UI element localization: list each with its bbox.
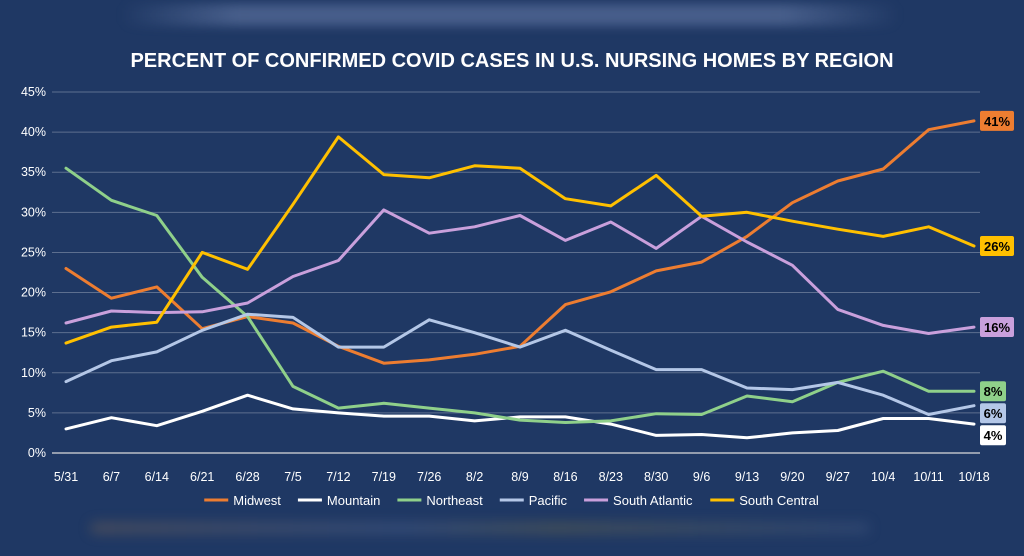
x-tick-label: 9/20 — [780, 470, 804, 484]
x-tick-label: 6/21 — [190, 470, 214, 484]
x-tick-label: 8/23 — [599, 470, 623, 484]
x-tick-label: 9/13 — [735, 470, 759, 484]
end-label-pacific: 6% — [980, 403, 1006, 424]
blurred-footer-banner — [90, 522, 870, 534]
blurred-header-banner — [120, 4, 900, 26]
series-line-pacific — [64, 312, 976, 416]
legend-item-northeast: Northeast — [397, 493, 483, 508]
end-label-badge — [980, 236, 1014, 257]
y-tick-label: 10% — [21, 366, 46, 380]
x-tick-label: 8/16 — [553, 470, 577, 484]
legend: Midwest Mountain Northeast Pacific South Atl… — [204, 493, 819, 508]
y-tick-label: 35% — [21, 165, 46, 179]
end-value-labels: 41% 26% 16% 8% 6% 4% — [980, 110, 1014, 446]
series-line-south-central — [64, 135, 976, 345]
x-tick-label: 10/11 — [913, 470, 943, 484]
series-lines — [64, 119, 976, 440]
y-tick-label: 0% — [28, 446, 46, 460]
x-tick-label: 7/26 — [417, 470, 441, 484]
chart-title: PERCENT OF CONFIRMED COVID CASES IN U.S.… — [130, 50, 893, 72]
end-label-midwest: 41% — [980, 110, 1014, 131]
y-tick-label: 40% — [21, 125, 46, 139]
end-label-south-atlantic: 16% — [980, 317, 1014, 338]
end-label-text: 8% — [984, 384, 1003, 399]
y-tick-label: 25% — [21, 245, 46, 259]
x-tick-label: 7/12 — [326, 470, 350, 484]
x-tick-label: 7/19 — [372, 470, 396, 484]
x-tick-label: 8/30 — [644, 470, 668, 484]
legend-label: Midwest — [233, 493, 281, 508]
legend-item-pacific: Pacific — [499, 493, 568, 508]
x-tick-label: 8/2 — [466, 470, 483, 484]
legend-label: South Central — [739, 493, 819, 508]
series-line-south-atlantic — [64, 208, 976, 335]
end-label-northeast: 8% — [980, 381, 1006, 402]
series-line-northeast — [64, 166, 976, 424]
end-label-badge — [980, 110, 1014, 131]
x-tick-label: 7/5 — [284, 470, 301, 484]
legend-item-midwest: Midwest — [204, 493, 281, 508]
y-tick-label: 45% — [21, 85, 46, 99]
end-label-text: 26% — [984, 239, 1010, 254]
end-label-badge — [980, 403, 1006, 424]
end-label-text: 6% — [984, 406, 1003, 421]
legend-item-south-central: South Central — [710, 493, 819, 508]
x-tick-label: 10/18 — [958, 470, 989, 484]
x-tick-label: 8/9 — [511, 470, 528, 484]
x-tick-label: 5/31 — [54, 470, 78, 484]
x-tick-label: 6/7 — [103, 470, 120, 484]
y-axis-ticks: 0% 5% 10% 15% 20% 25% 30% 35% 40% 45% — [21, 85, 46, 460]
end-label-text: 16% — [984, 320, 1010, 335]
end-label-south-central: 26% — [980, 236, 1014, 257]
x-tick-label: 10/4 — [871, 470, 895, 484]
end-label-badge — [980, 317, 1014, 338]
series-line-midwest — [64, 119, 976, 365]
x-tick-label: 9/6 — [693, 470, 710, 484]
y-tick-label: 20% — [21, 286, 46, 300]
gridlines — [52, 91, 980, 454]
x-tick-label: 9/27 — [826, 470, 850, 484]
series-line-mountain — [64, 393, 976, 440]
end-label-badge — [980, 381, 1006, 402]
end-label-mountain: 4% — [980, 425, 1006, 446]
x-tick-label: 6/28 — [235, 470, 259, 484]
x-axis-ticks: 5/31 6/7 6/14 6/21 6/28 7/5 7/12 7/19 7/26 8/2 8/9… — [54, 470, 990, 484]
legend-label: South Atlantic — [613, 493, 693, 508]
end-label-badge — [980, 425, 1006, 446]
y-tick-label: 5% — [28, 406, 46, 420]
end-label-text: 4% — [984, 428, 1003, 443]
legend-label: Northeast — [426, 493, 483, 508]
legend-label: Pacific — [529, 493, 568, 508]
legend-item-mountain: Mountain — [297, 493, 380, 508]
y-tick-label: 15% — [21, 326, 46, 340]
x-tick-label: 6/14 — [145, 470, 169, 484]
legend-item-south-atlantic: South Atlantic — [584, 493, 693, 508]
end-label-text: 41% — [984, 114, 1010, 129]
y-tick-label: 30% — [21, 205, 46, 219]
legend-label: Mountain — [327, 493, 380, 508]
